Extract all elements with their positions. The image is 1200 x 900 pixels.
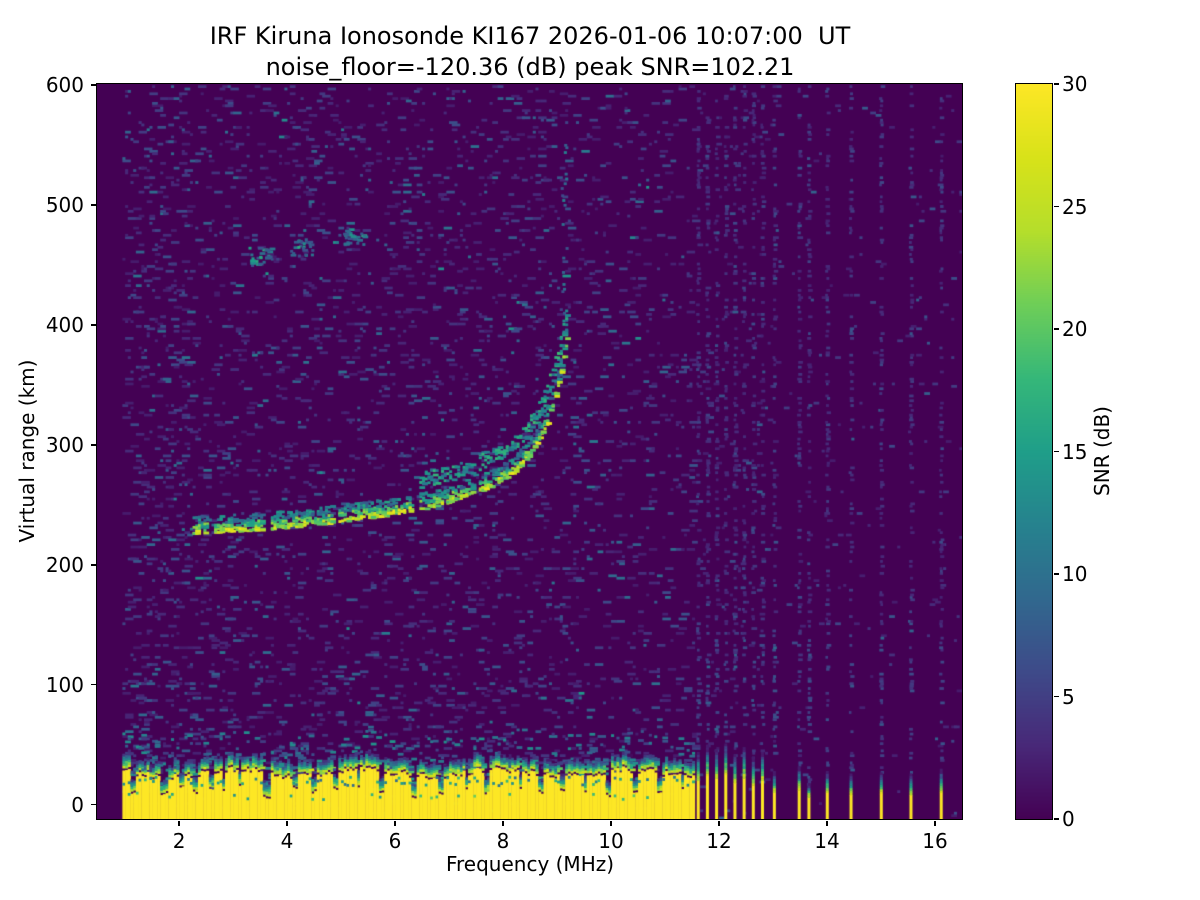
x-tick-label: 4: [280, 829, 294, 853]
plot-subtitle: noise_floor=-120.36 (dB) peak SNR=102.21: [265, 53, 795, 81]
colorbar-tick-label: 0: [1062, 807, 1075, 831]
x-tick-mark: [502, 820, 504, 826]
y-tick-label: 600: [45, 73, 84, 98]
x-tick-label: 12: [706, 829, 732, 853]
colorbar-tick-label: 15: [1062, 439, 1088, 464]
x-tick-label: 6: [388, 829, 402, 853]
y-tick-mark: [90, 84, 96, 86]
colorbar-tick-label: 30: [1062, 72, 1088, 96]
x-tick-label: 10: [598, 829, 624, 853]
y-tick-mark: [90, 324, 96, 326]
colorbar-tick-label: 10: [1062, 562, 1088, 586]
colorbar-gradient-canvas: [1016, 84, 1052, 819]
x-tick-mark: [718, 820, 720, 826]
x-tick-label: 16: [922, 829, 948, 853]
x-tick-label: 14: [814, 829, 840, 853]
colorbar-tick-mark: [1053, 83, 1059, 85]
x-tick-mark: [394, 820, 396, 826]
y-tick-mark: [90, 564, 96, 566]
colorbar-tick-mark: [1053, 450, 1059, 453]
colorbar-tick-mark: [1053, 573, 1059, 575]
y-tick-mark: [90, 803, 96, 806]
x-tick-mark: [286, 820, 288, 826]
x-tick-mark: [610, 820, 612, 826]
colorbar-tick-mark: [1053, 818, 1059, 820]
x-tick-label: 8: [496, 829, 510, 853]
y-tick-mark: [90, 204, 96, 206]
colorbar-tick-mark: [1053, 205, 1059, 208]
x-tick-mark: [934, 820, 936, 826]
y-tick-label: 300: [45, 432, 84, 457]
colorbar-tick-label: 20: [1062, 317, 1088, 341]
y-tick-label: 400: [45, 313, 84, 337]
x-tick-mark: [826, 820, 828, 826]
x-tick-label: 2: [172, 829, 186, 853]
y-tick-mark: [90, 444, 96, 446]
colorbar-tick-mark: [1053, 695, 1059, 698]
y-tick-label: 100: [45, 672, 84, 697]
colorbar-tick-mark: [1053, 328, 1059, 330]
ionogram-heatmap-canvas: [97, 84, 962, 819]
y-tick-label: 500: [45, 193, 84, 218]
colorbar-tick-label: 5: [1062, 684, 1075, 709]
y-tick-mark: [90, 683, 96, 686]
plot-title: IRF Kiruna Ionosonde KI167 2026-01-06 10…: [209, 22, 851, 50]
x-axis-label: Frequency (MHz): [445, 852, 615, 876]
colorbar-tick-label: 25: [1062, 194, 1088, 219]
x-tick-mark: [178, 820, 180, 826]
y-tick-label: 200: [45, 552, 84, 577]
y-tick-label: 0: [71, 792, 84, 817]
